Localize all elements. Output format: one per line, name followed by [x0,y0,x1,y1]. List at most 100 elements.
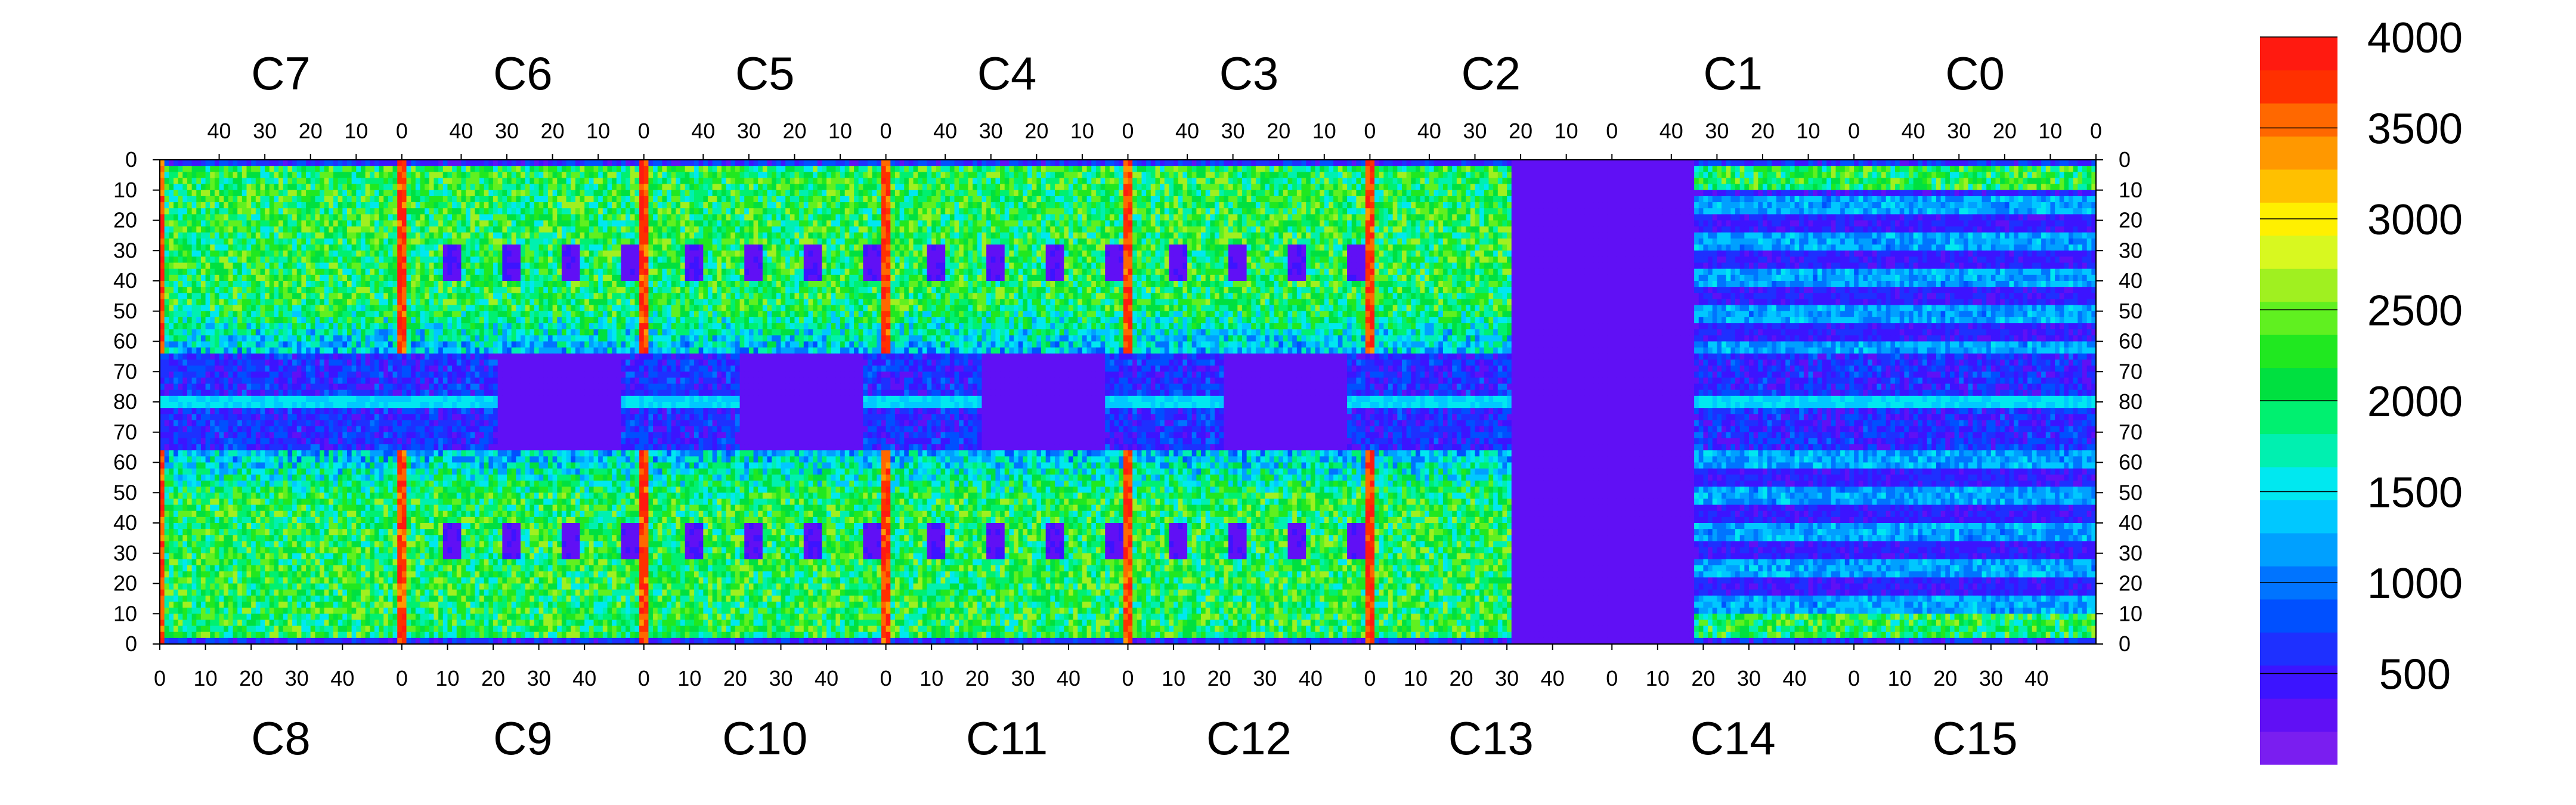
heatmap-cell [1900,196,1905,203]
heatmap-cell [215,202,219,209]
heatmap-cell [804,172,809,178]
heatmap-cell [1968,172,1973,178]
heatmap-cell [512,184,516,191]
heatmap-cell [1233,202,1238,209]
heatmap-cell [744,178,749,184]
heatmap-cell [749,202,754,209]
heatmap-cell [1192,196,1197,203]
heatmap-cell [1566,196,1571,203]
heatmap-cell [1278,178,1283,184]
heatmap-cell [470,160,475,166]
heatmap-cell [233,160,238,166]
heatmap-cell [1324,202,1329,209]
heatmap-cell [584,172,589,178]
heatmap-cell [986,184,991,191]
heatmap-cell [1991,196,1996,203]
heatmap-cell [543,172,548,178]
y-tick-label-left: 80 [113,389,137,414]
heatmap-cell [447,190,452,197]
heatmap-cell [1571,184,1575,191]
heatmap-cell [1931,190,1936,197]
heatmap-cell [1863,166,1868,172]
heatmap-cell [1082,166,1087,172]
heatmap-cell [1278,160,1283,166]
heatmap-cell [1658,190,1662,197]
heatmap-cell [776,160,781,166]
heatmap-cell [653,166,658,172]
heatmap-cell [808,178,813,184]
heatmap-cell [1603,202,1608,209]
heatmap-cell [1726,160,1731,166]
heatmap-cell [1922,190,1927,197]
heatmap-cell [169,196,174,203]
heatmap-cell [1114,178,1119,184]
heatmap-cell [571,160,575,166]
heatmap-cell [662,160,667,166]
heatmap-cell [206,196,210,203]
heatmap-cell [740,202,745,209]
heatmap-cell [1352,160,1357,166]
heatmap-cell [1534,178,1539,184]
heatmap-cell [397,166,402,172]
heatmap-cell [931,178,936,184]
heatmap-cell [329,178,333,184]
heatmap-cell [1548,172,1553,178]
heatmap-cell [1835,196,1840,203]
heatmap-cell [685,166,690,172]
heatmap-cell [630,160,635,166]
heatmap-cell [425,172,429,178]
heatmap-cell [1416,178,1420,184]
heatmap-cell [507,172,512,178]
heatmap-cell [607,190,612,197]
heatmap-cell [763,172,767,178]
heatmap-cell [1608,196,1612,203]
heatmap-cell [1950,166,1955,172]
heatmap-cell [1036,160,1041,166]
heatmap-cell [1639,190,1644,197]
heatmap-cell [1160,190,1165,197]
heatmap-cell [452,160,457,166]
heatmap-cell [1407,172,1411,178]
heatmap-cell [1178,184,1183,191]
heatmap-cell [671,178,676,184]
heatmap-cell [562,202,566,209]
heatmap-cell [1617,196,1621,203]
heatmap-cell [877,190,881,197]
heatmap-cell [251,202,256,209]
heatmap-cell [1900,166,1905,172]
heatmap-cell [1434,172,1439,178]
heatmap-cell [206,160,210,166]
heatmap-cell [954,184,959,191]
heatmap-cell [2069,160,2073,166]
heatmap-cell [1165,172,1169,178]
heatmap-cell [1242,196,1247,203]
heatmap-cell [484,178,489,184]
heatmap-cell [1904,184,1909,191]
heatmap-cell [1881,202,1886,209]
heatmap-cell [548,178,553,184]
heatmap-cell [1512,202,1516,209]
heatmap-cell [1612,166,1617,172]
heatmap-cell [1320,178,1324,184]
heatmap-cell [287,178,292,184]
heatmap-cell [831,196,836,203]
heatmap-cell [1694,160,1699,166]
heatmap-cell [256,196,261,203]
heatmap-cell [840,172,845,178]
heatmap-cell [1196,202,1201,209]
heatmap-cell [1534,184,1539,191]
heatmap-cell [945,202,950,209]
heatmap-cell [2064,202,2069,209]
heatmap-cell [1968,178,1973,184]
heatmap-cell [352,184,357,191]
heatmap-cell [1955,160,1959,166]
heatmap-cell [1818,190,1822,197]
heatmap-cell [1671,166,1676,172]
heatmap-cell [594,178,599,184]
top-tick-label: 20 [1267,119,1290,143]
heatmap-cell [1023,202,1027,209]
heatmap-cell [1187,166,1192,172]
heatmap-cell [1525,178,1530,184]
heatmap-cell [1338,202,1343,209]
heatmap-cell [1713,160,1717,166]
